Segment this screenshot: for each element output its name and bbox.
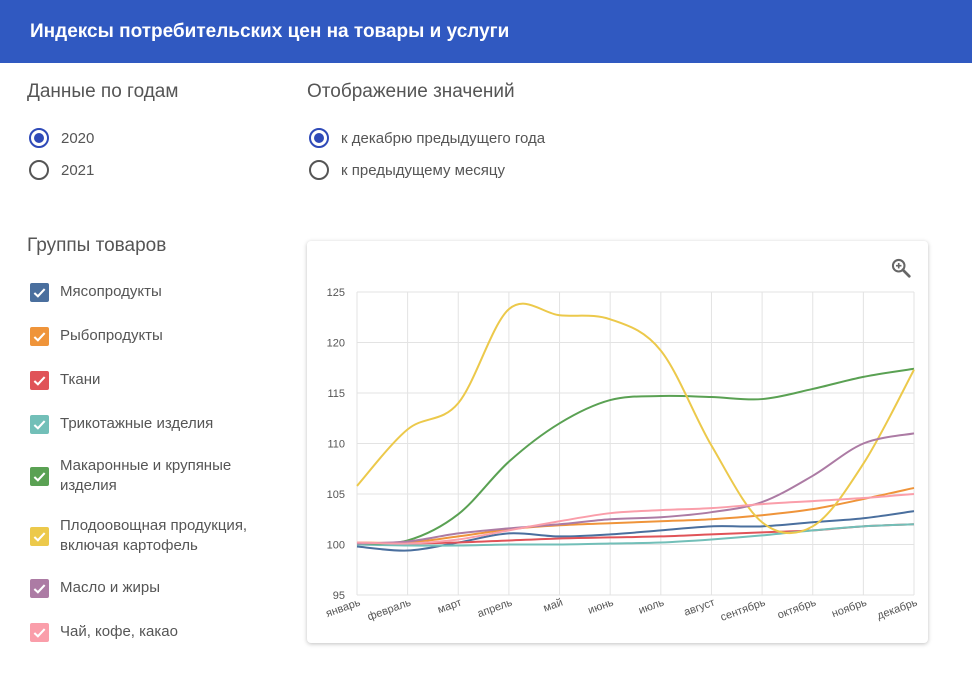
display-section-title: Отображение значений <box>307 81 515 102</box>
radio-label: к декабрю предыдущего года <box>341 129 546 147</box>
y-tick-label: 95 <box>333 590 345 602</box>
y-tick-label: 105 <box>327 489 345 501</box>
series-line <box>356 367 915 545</box>
checkbox-checked-icon[interactable] <box>30 526 49 546</box>
group-label: Чай, кофе, какао <box>60 623 178 640</box>
x-tick-label: февраль <box>366 596 413 623</box>
group-label: Масло и жиры <box>60 579 161 596</box>
x-tick-label: октябрь <box>776 596 818 621</box>
app-header: Индексы потребительских цен на товары и … <box>0 0 972 63</box>
group-checkbox-row[interactable]: Плодоовощная продукция, включая картофел… <box>30 516 280 556</box>
radio-checked-icon[interactable] <box>29 128 49 148</box>
years-section-title: Данные по годам <box>27 81 179 102</box>
group-label: Плодоовощная продукция, включая картофел… <box>60 517 248 554</box>
radio-unchecked-icon[interactable] <box>29 160 49 180</box>
x-tick-label: май <box>542 597 565 615</box>
group-label: Ткани <box>60 371 101 388</box>
group-checkbox-row[interactable]: Чай, кофе, какао <box>30 622 280 642</box>
checkbox-checked-icon[interactable] <box>30 282 49 302</box>
page-title: Индексы потребительских цен на товары и … <box>30 21 510 42</box>
radio-label: 2020 <box>61 129 95 147</box>
group-checkbox-row[interactable]: Макаронные и крупяные изделия <box>30 456 280 496</box>
group-label: Мясопродукты <box>60 283 162 300</box>
checkbox-checked-icon[interactable] <box>30 622 49 642</box>
radio-label: 2021 <box>61 161 95 179</box>
group-label: Рыбопродукты <box>60 327 163 344</box>
group-checkbox-row[interactable]: Рыбопродукты <box>30 326 280 346</box>
checkbox-checked-icon[interactable] <box>30 578 49 598</box>
checkbox-checked-icon[interactable] <box>30 370 49 390</box>
series-line <box>356 302 915 535</box>
x-tick-label: март <box>436 597 463 617</box>
zoom-in-icon[interactable] <box>890 257 912 279</box>
chart-card: 95 100 105 110 115 120 125 январь февраль март апр… <box>307 241 928 643</box>
x-tick-label: декабрь <box>876 596 920 622</box>
y-tick-label: 125 <box>327 287 345 299</box>
x-tick-label: ноябрь <box>830 596 868 620</box>
radio-to-december[interactable]: к декабрю предыдущего года <box>309 128 545 148</box>
radio-to-previous-month[interactable]: к предыдущему месяцу <box>309 160 505 180</box>
series-line <box>356 432 915 545</box>
group-checkbox-row[interactable]: Масло и жиры <box>30 578 280 598</box>
radio-checked-icon[interactable] <box>309 128 329 148</box>
group-label: Макаронные и крупяные изделия <box>60 457 232 494</box>
group-checkbox-row[interactable]: Ткани <box>30 370 280 390</box>
y-tick-label: 115 <box>327 388 345 400</box>
y-tick-label: 100 <box>327 540 345 552</box>
x-tick-label: июль <box>637 596 666 616</box>
radio-year-2021[interactable]: 2021 <box>29 160 94 180</box>
radio-label: к предыдущему месяцу <box>341 161 506 179</box>
checkbox-checked-icon[interactable] <box>30 414 49 434</box>
series-line <box>356 523 915 547</box>
checkbox-checked-icon[interactable] <box>30 326 49 346</box>
x-tick-label: апрель <box>476 596 514 620</box>
series-line <box>356 493 915 545</box>
x-tick-label: сентябрь <box>719 596 767 623</box>
group-checkbox-row[interactable]: Трикотажные изделия <box>30 414 280 434</box>
x-tick-label: июнь <box>586 596 615 616</box>
x-tick-label: август <box>682 597 716 619</box>
group-label: Трикотажные изделия <box>60 415 214 432</box>
groups-section-title: Группы товаров <box>27 235 167 256</box>
group-checkbox-row[interactable]: Мясопродукты <box>30 282 280 302</box>
radio-year-2020[interactable]: 2020 <box>29 128 94 148</box>
y-tick-label: 110 <box>327 439 345 451</box>
radio-unchecked-icon[interactable] <box>309 160 329 180</box>
checkbox-checked-icon[interactable] <box>30 466 49 486</box>
series-line <box>356 486 915 544</box>
y-tick-label: 120 <box>327 338 345 350</box>
